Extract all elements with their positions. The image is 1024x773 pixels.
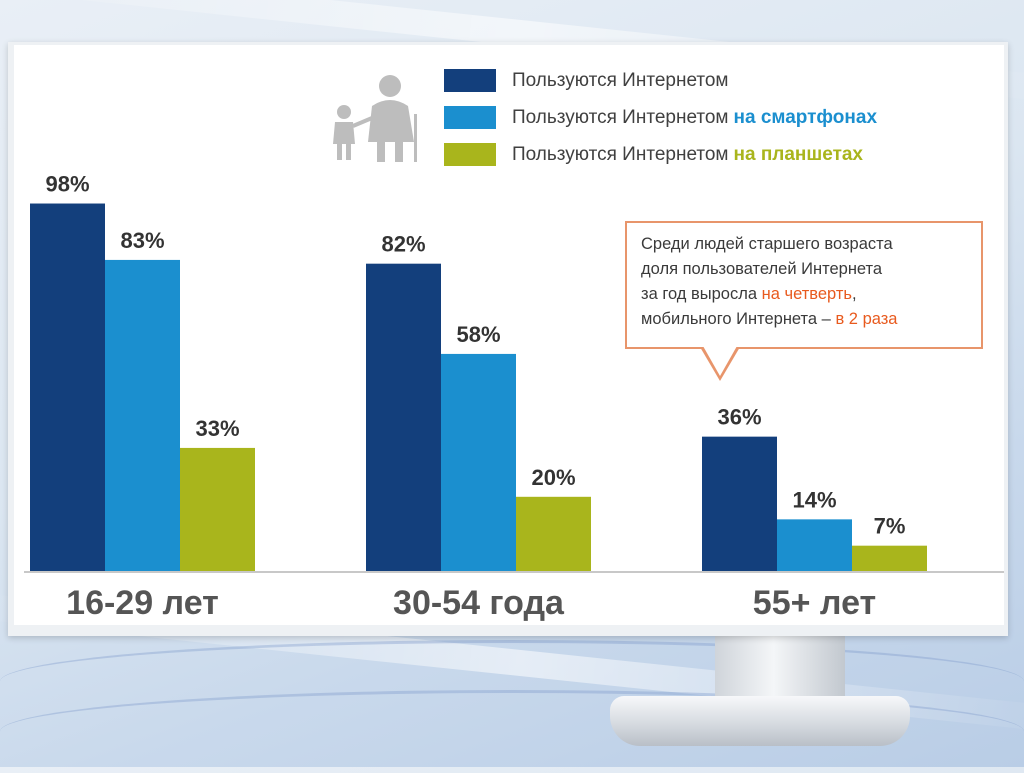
- bar-value-label: 33%: [195, 416, 239, 441]
- callout-line: доля пользователей Интернета: [641, 260, 883, 278]
- bar: [180, 447, 255, 572]
- bar: [366, 263, 441, 572]
- elderly-woman-and-child-icon: [333, 75, 417, 162]
- monitor-stand-neck: [715, 630, 845, 700]
- bar-value-label: 83%: [120, 228, 164, 253]
- callout-pointer-fill: [703, 346, 737, 376]
- bar-value-label: 98%: [45, 172, 89, 197]
- category-label: 30-54 года: [393, 584, 565, 622]
- callout-annotation: Среди людей старшего возраста доля польз…: [625, 221, 983, 349]
- callout-line: Среди людей старшего возраста: [641, 235, 893, 253]
- callout-line: мобильного Интернета – в 2 раза: [641, 307, 973, 332]
- category-label: 55+ лет: [753, 584, 876, 622]
- bars-layer: [30, 203, 927, 572]
- bar: [30, 203, 105, 572]
- legend-label-accent: на планшетах: [733, 143, 864, 165]
- legend-label: Пользуются Интернетом: [512, 143, 729, 165]
- category-labels-layer: 16-29 лет 30-54 года 55+ лет: [66, 584, 876, 622]
- legend-item-tablets: Пользуются Интернетом на планшетах: [444, 136, 877, 173]
- value-labels-layer: 98% 83% 33% 82% 58% 20% 36% 14% 7%: [45, 172, 905, 539]
- callout-text: мобильного Интернета –: [641, 310, 836, 328]
- bar-value-label: 82%: [381, 232, 425, 257]
- bar-value-label: 14%: [792, 487, 836, 512]
- legend-label: Пользуются Интернетом: [512, 106, 729, 128]
- bar-value-label: 7%: [874, 514, 906, 539]
- bar: [441, 353, 516, 572]
- callout-highlight: в 2 раза: [835, 310, 898, 328]
- category-label: 16-29 лет: [66, 584, 219, 622]
- callout-highlight: на четверть: [761, 285, 853, 303]
- bar: [516, 496, 591, 572]
- bar: [105, 259, 180, 572]
- legend-item-smartphones: Пользуются Интернетом на смартфонах: [444, 99, 877, 136]
- monitor-stand-base: [610, 696, 910, 746]
- bar: [852, 545, 927, 572]
- background-wave: [0, 690, 1024, 773]
- bar: [702, 436, 777, 572]
- bar-value-label: 36%: [717, 405, 761, 430]
- background-wave: [0, 640, 1024, 723]
- legend-label-accent: на смартфонах: [733, 106, 878, 128]
- legend-label: Пользуются Интернетом: [512, 69, 729, 91]
- callout-line: за год выросла на четверть,: [641, 282, 973, 307]
- chart-legend: Пользуются Интернетом Пользуются Интерне…: [444, 62, 877, 173]
- legend-swatch: [444, 143, 496, 166]
- callout-text: ,: [852, 285, 857, 303]
- bar: [777, 519, 852, 572]
- legend-swatch: [444, 69, 496, 92]
- legend-swatch: [444, 106, 496, 129]
- callout-text: за год выросла: [641, 285, 762, 303]
- legend-item-internet: Пользуются Интернетом: [444, 62, 877, 99]
- bar-value-label: 20%: [531, 465, 575, 490]
- bar-value-label: 58%: [456, 322, 500, 347]
